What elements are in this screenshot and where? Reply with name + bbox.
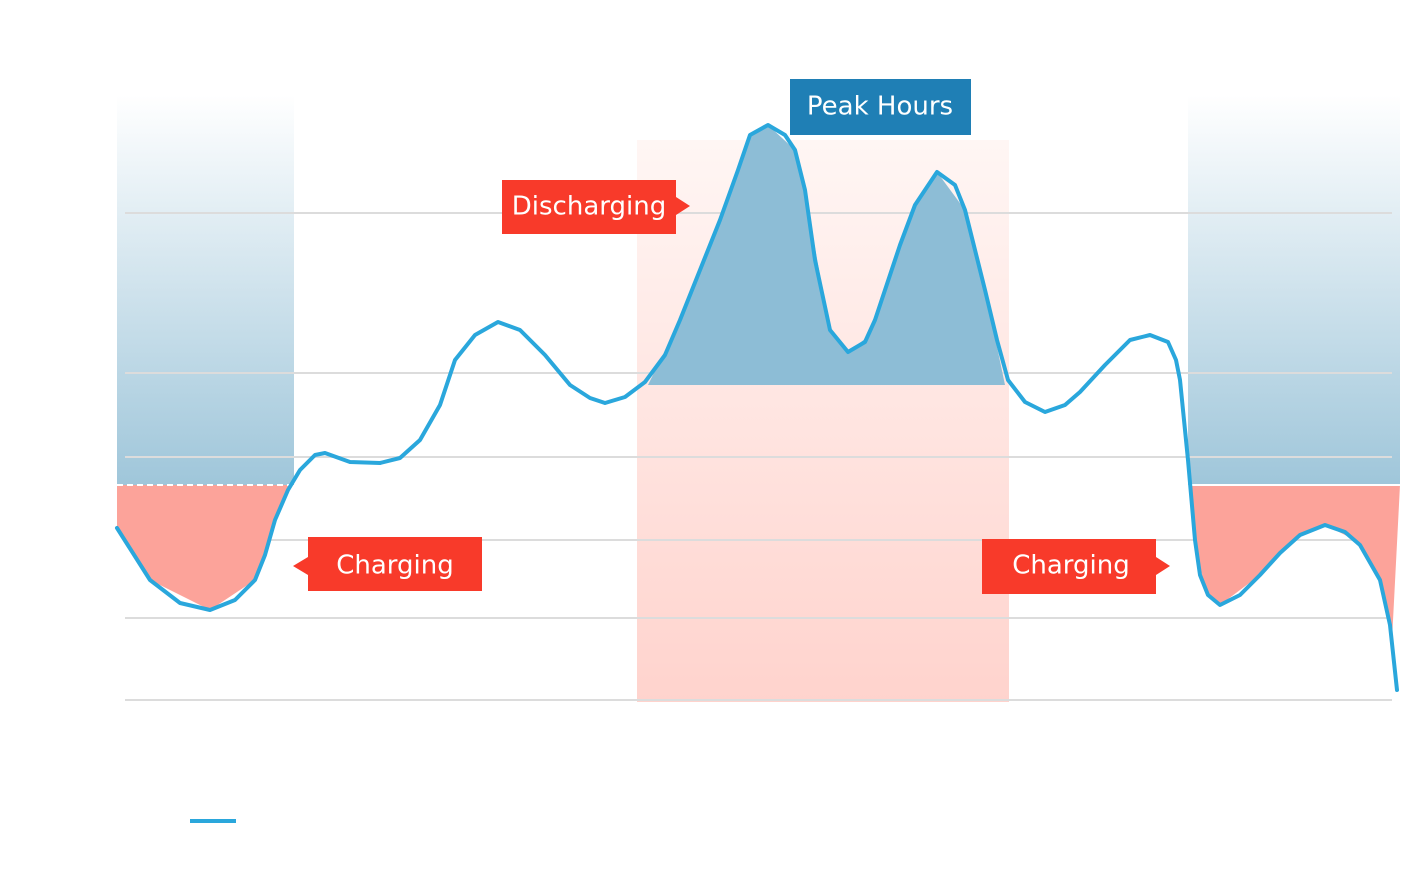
- label-pointer: [1156, 557, 1170, 575]
- off-peak-band: [1188, 95, 1400, 485]
- load-curve: [115, 123, 1399, 692]
- label-box: [982, 539, 1156, 594]
- label-box: [502, 180, 676, 234]
- label-box: [790, 79, 971, 135]
- label-text: Discharging: [512, 192, 666, 222]
- charging-area: [117, 485, 290, 610]
- discharging-area: [648, 125, 1005, 385]
- off-peak-band: [117, 95, 294, 485]
- label-pointer: [293, 557, 308, 575]
- peak-hours-label: Peak Hours: [790, 79, 971, 135]
- label-box: [308, 537, 482, 591]
- label-text: Peak Hours: [807, 92, 953, 122]
- charging-area: [1190, 485, 1400, 640]
- discharging-label: Discharging: [502, 180, 690, 234]
- label-text: Charging: [1012, 551, 1130, 581]
- charging-label: Charging: [293, 537, 482, 591]
- label-text: Charging: [336, 551, 454, 581]
- charging-label: Charging: [982, 539, 1170, 594]
- label-pointer: [676, 197, 690, 215]
